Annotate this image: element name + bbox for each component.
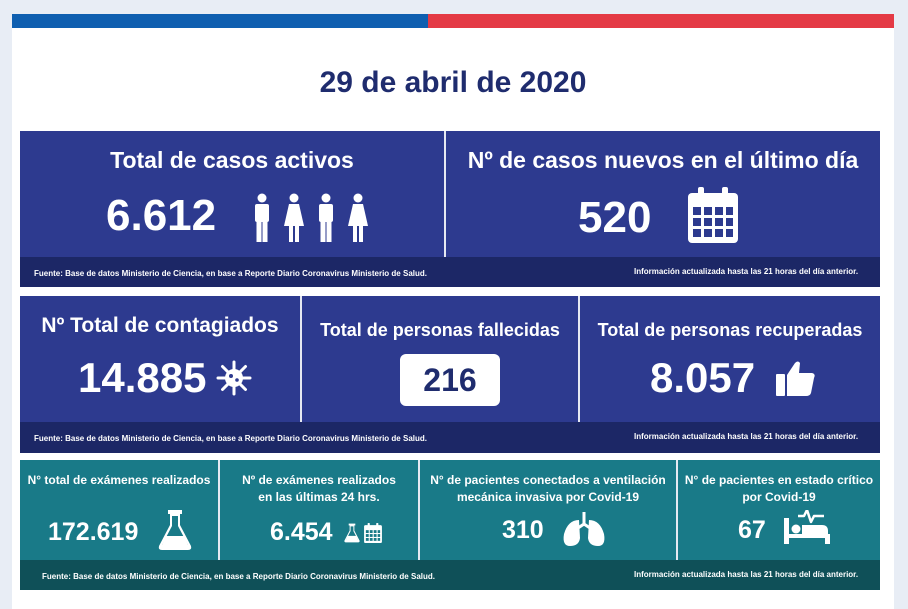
row3-updated-text: Información actualizada hasta las 21 hor… bbox=[634, 570, 859, 579]
infographic-card: 29 de abril de 2020 Total de casos activ… bbox=[12, 14, 894, 609]
total-deaths-value: 216 bbox=[400, 354, 500, 406]
row1-divider bbox=[444, 131, 446, 257]
virus-icon bbox=[216, 360, 252, 396]
total-deaths-title: Total de personas fallecidas bbox=[320, 320, 560, 340]
ventilation-value: 310 bbox=[502, 516, 544, 544]
row2-source-text: Fuente: Base de datos Ministerio de Cien… bbox=[34, 434, 427, 443]
row1-source-text: Fuente: Base de datos Ministerio de Cien… bbox=[34, 269, 427, 278]
row2-panel: Nº Total de contagiados 14.885 Total de … bbox=[20, 296, 880, 453]
active-cases-value: 6.612 bbox=[106, 191, 217, 240]
ventilation-title-line1: N° de pacientes conectados a ventilación bbox=[430, 473, 666, 487]
critical-title: N° de pacientes en estado crítico por Co… bbox=[678, 472, 880, 506]
active-cases-title: Total de casos activos bbox=[110, 147, 354, 173]
flag-red-stripe bbox=[428, 14, 894, 28]
calendar-icon bbox=[688, 187, 738, 243]
new-cases-title: Nº de casos nuevos en el último día bbox=[467, 147, 859, 173]
row2-updated-text: Información actualizada hasta las 21 hor… bbox=[634, 432, 859, 441]
critical-title-line1: N° de pacientes en estado crítico bbox=[684, 473, 874, 487]
exams-24h-value: 6.454 bbox=[270, 518, 333, 546]
exams-24h-title: Nº de exámenes realizados en las últimas… bbox=[220, 472, 418, 506]
row2-divider-2 bbox=[578, 296, 580, 422]
row3-divider-2 bbox=[418, 460, 420, 560]
man-icon bbox=[255, 193, 269, 242]
row2-divider-1 bbox=[300, 296, 302, 422]
critical-value: 67 bbox=[738, 516, 766, 544]
hospital-bed-icon bbox=[784, 510, 830, 544]
exams-total-title: N° total de exámenes realizados bbox=[27, 473, 211, 487]
total-recovered-value: 8.057 bbox=[650, 354, 756, 401]
flask-icon bbox=[344, 523, 360, 543]
ventilation-title: N° de pacientes conectados a ventilación… bbox=[420, 472, 676, 506]
row3-source-text: Fuente: Base de datos Ministerio de Cien… bbox=[42, 572, 435, 581]
row1-panel: Total de casos activos 6.612 bbox=[20, 131, 880, 287]
row3-source-bar bbox=[20, 560, 880, 590]
flag-blue-stripe bbox=[12, 14, 428, 28]
lungs-icon bbox=[563, 512, 605, 546]
row3-divider-1 bbox=[218, 460, 220, 560]
exams-24h-title-line2: en las últimas 24 hrs. bbox=[258, 490, 380, 504]
calendar-icon bbox=[364, 523, 382, 543]
row3-divider-3 bbox=[676, 460, 678, 560]
exams-total-value: 172.619 bbox=[48, 518, 139, 546]
thumbs-up-icon bbox=[776, 361, 815, 396]
flask-icon bbox=[158, 510, 192, 550]
critical-title-line2: por Covid-19 bbox=[742, 490, 816, 504]
row1-source-bar bbox=[20, 257, 880, 287]
row3-panel: N° total de exámenes realizados 172.619 … bbox=[20, 460, 880, 590]
total-infected-title: Nº Total de contagiados bbox=[41, 314, 279, 337]
man-icon bbox=[319, 193, 333, 242]
exams-24h-title-line1: Nº de exámenes realizados bbox=[242, 473, 396, 487]
woman-icon bbox=[348, 193, 368, 242]
report-date: 29 de abril de 2020 bbox=[319, 66, 587, 99]
total-recovered-title: Total de personas recuperadas bbox=[597, 320, 863, 340]
total-infected-value: 14.885 bbox=[78, 354, 207, 401]
row1-updated-text: Información actualizada hasta las 21 hor… bbox=[634, 267, 859, 276]
ventilation-title-line2: mecánica invasiva por Covid-19 bbox=[456, 490, 640, 504]
new-cases-value: 520 bbox=[578, 193, 652, 242]
woman-icon bbox=[284, 193, 304, 242]
row2-source-bar bbox=[20, 422, 880, 453]
